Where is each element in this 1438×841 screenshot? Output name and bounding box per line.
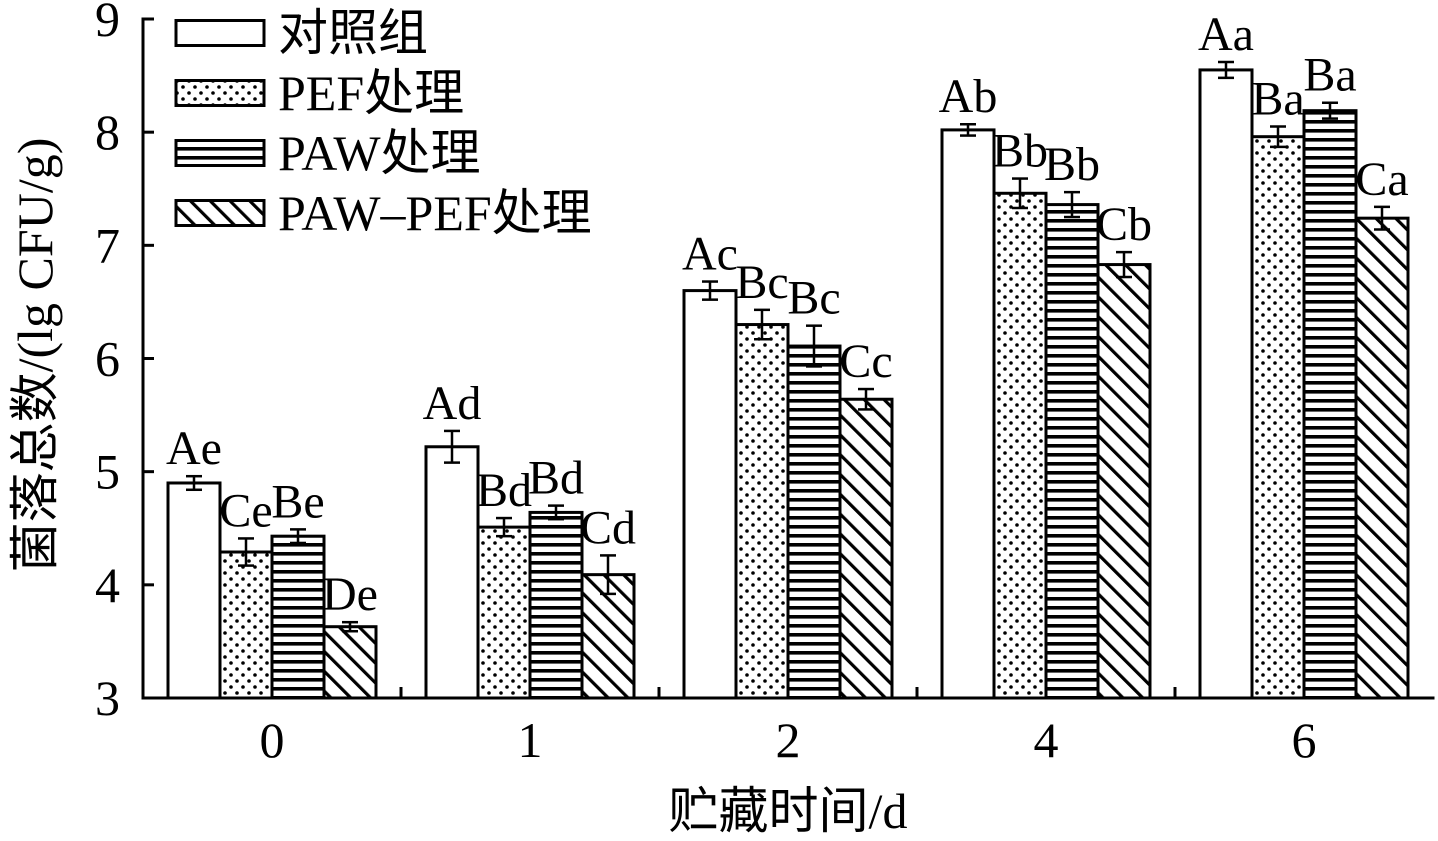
bar-series4-day1 <box>580 573 636 700</box>
x-tick-label: 4 <box>1034 712 1059 768</box>
error-bars <box>186 60 1390 633</box>
legend-label: PAW–PEF处理 <box>278 185 592 241</box>
significance-label: Be <box>271 475 324 528</box>
significance-label: Bc <box>787 272 840 325</box>
error-bar <box>960 122 976 137</box>
bar-series3-day1 <box>528 510 584 700</box>
y-tick-label: 4 <box>95 557 120 613</box>
error-bar <box>238 537 254 567</box>
y-tick-label: 5 <box>95 444 120 500</box>
error-bar <box>444 429 460 464</box>
significance-label: Ba <box>1303 49 1356 102</box>
bar-series4-day2 <box>838 397 894 700</box>
error-bar <box>754 308 770 341</box>
error-bar <box>1374 205 1390 231</box>
significance-label: Ba <box>1251 73 1304 126</box>
significance-label: Cc <box>839 335 892 388</box>
significance-label: Ac <box>682 228 738 281</box>
bar-series2-day0 <box>218 550 274 700</box>
error-bar <box>806 324 822 368</box>
error-bar <box>290 528 306 545</box>
bar-series4-day6 <box>1354 216 1410 700</box>
bar-series1-day0 <box>166 481 222 700</box>
significance-label: Ab <box>939 70 998 123</box>
significance-label: Bb <box>992 125 1048 178</box>
significance-label: Ca <box>1355 153 1408 206</box>
error-bar <box>600 554 616 596</box>
bar-series2-day6 <box>1250 135 1306 700</box>
error-bar <box>548 504 564 521</box>
significance-label: Ae <box>166 422 222 475</box>
bar-series1-day2 <box>682 289 738 700</box>
y-tick-label: 9 <box>95 0 120 47</box>
error-bar <box>496 516 512 538</box>
bar-series2-day2 <box>734 323 790 700</box>
significance-label: Ad <box>423 377 482 430</box>
y-tick-label: 8 <box>95 104 120 160</box>
error-bar <box>1270 125 1286 149</box>
significance-label: Bc <box>735 256 788 309</box>
bar-series3-day0 <box>270 534 326 700</box>
legend-swatch <box>174 139 266 167</box>
bar-series4-day4 <box>1096 263 1152 700</box>
significance-label: Bd <box>528 452 584 505</box>
legend-swatch <box>174 79 266 107</box>
error-bar <box>186 474 202 492</box>
axes: 3 4 5 6 7 8 9 0 1 2 4 6 <box>95 0 1435 768</box>
error-bar <box>1218 60 1234 80</box>
error-bar <box>1322 101 1338 120</box>
x-tick-label: 2 <box>776 712 801 768</box>
y-axis-title: 菌落总数/(lg CFU/g) <box>7 138 63 573</box>
error-bar <box>858 387 874 411</box>
legend-label: PAW处理 <box>278 125 481 181</box>
significance-label: Ce <box>219 484 272 537</box>
bar-series1-day6 <box>1198 68 1254 700</box>
bar-series2-day1 <box>476 525 532 700</box>
bar-series4-day0 <box>322 625 378 700</box>
x-tick-label: 6 <box>1292 712 1317 768</box>
bar-series2-day4 <box>992 191 1048 700</box>
legend-label: PEF处理 <box>278 65 464 121</box>
bar-series3-day2 <box>786 344 842 700</box>
significance-label: Aa <box>1198 8 1254 61</box>
x-tick-label: 1 <box>518 712 543 768</box>
y-tick-label: 7 <box>95 217 120 273</box>
y-tick-label: 3 <box>95 670 120 726</box>
bar-series1-day4 <box>940 128 996 700</box>
significance-label: Cd <box>580 501 636 554</box>
significance-labels: Ae Ad Ac Ab Aa Ce Bd Bc Bb Ba Be Bd Bc Bb Ba De Cd Cc Cb Ca <box>166 8 1409 621</box>
legend-label: 对照组 <box>278 5 428 61</box>
error-bar <box>1116 250 1132 279</box>
legend-swatch <box>174 19 266 47</box>
error-bar <box>702 280 718 301</box>
significance-label: De <box>322 568 378 621</box>
x-tick-label: 0 <box>260 712 285 768</box>
bar-series3-day6 <box>1302 109 1358 700</box>
bar-series1-day1 <box>424 445 480 700</box>
error-bar <box>1012 177 1028 210</box>
significance-label: Bb <box>1044 138 1100 191</box>
significance-label: Bd <box>476 464 532 517</box>
error-bar <box>1064 190 1080 219</box>
x-axis-title: 贮藏时间/d <box>669 783 908 839</box>
legend-item: 对照组 <box>174 5 428 61</box>
error-bar <box>342 620 358 633</box>
bar-series3-day4 <box>1044 203 1100 700</box>
legend-item: PAW–PEF处理 <box>174 185 592 241</box>
y-tick-label: 6 <box>95 331 120 387</box>
legend-item: PEF处理 <box>174 65 464 121</box>
significance-label: Cb <box>1096 198 1152 251</box>
legend-swatch <box>174 199 266 227</box>
legend-item: PAW处理 <box>174 125 481 181</box>
